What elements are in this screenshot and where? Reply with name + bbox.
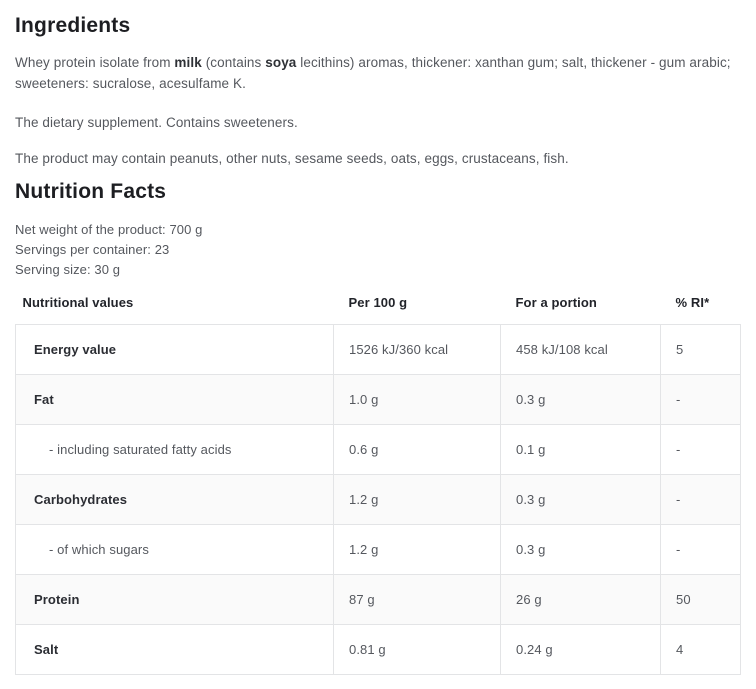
per-100g-value: 0.6 g xyxy=(333,423,501,475)
table-row-protein: Protein 87 g 26 g 50 xyxy=(15,573,741,625)
portion-value: 0.3 g xyxy=(500,373,661,425)
table-header-row: Nutritional values Per 100 g For a porti… xyxy=(16,288,741,324)
ri-value: - xyxy=(660,423,741,475)
column-header-per-100g: Per 100 g xyxy=(348,295,408,311)
nutrient-sublabel: - including saturated fatty acids xyxy=(15,423,334,475)
portion-value: 26 g xyxy=(500,573,661,625)
per-100g-value: 1.2 g xyxy=(333,473,501,525)
ri-value: - xyxy=(660,523,741,575)
portion-value: 0.1 g xyxy=(500,423,661,475)
portion-value: 458 kJ/108 kcal xyxy=(500,323,661,375)
table-row-fat: Fat 1.0 g 0.3 g - xyxy=(15,373,741,425)
servings-per-container-line: Servings per container: 23 xyxy=(15,242,170,257)
column-header-nutritional-values: Nutritional values xyxy=(22,295,134,311)
nutrition-facts-heading: Nutrition Facts xyxy=(15,180,167,203)
portion-value: 0.3 g xyxy=(500,523,661,575)
column-header-percent-ri: % RI* xyxy=(675,295,710,311)
ri-value: 4 xyxy=(660,623,741,675)
nutrient-sublabel: - of which sugars xyxy=(15,523,334,575)
allergen-note: The product may contain peanuts, other n… xyxy=(15,151,569,166)
column-header-for-a-portion: For a portion xyxy=(515,295,597,311)
table-row-carbohydrates: Carbohydrates 1.2 g 0.3 g - xyxy=(15,473,741,525)
serving-info: Net weight of the product: 700 g Serving… xyxy=(15,220,741,280)
nutrient-label: Salt xyxy=(15,623,334,675)
per-100g-value: 0.81 g xyxy=(333,623,501,675)
table-row-sugars: - of which sugars 1.2 g 0.3 g - xyxy=(15,523,741,575)
ingredients-text-part: Whey protein isolate from xyxy=(15,55,175,70)
portion-value: 0.3 g xyxy=(500,473,661,525)
allergen-milk: milk xyxy=(174,55,202,70)
ri-value: 5 xyxy=(660,323,741,375)
ri-value: 50 xyxy=(660,573,741,625)
nutrient-label: Protein xyxy=(15,573,334,625)
nutrient-label: Fat xyxy=(15,373,334,425)
ingredients-description: Whey protein isolate from milk (contains… xyxy=(15,52,741,94)
per-100g-value: 87 g xyxy=(333,573,501,625)
nutrition-table: Nutritional values Per 100 g For a porti… xyxy=(15,288,741,675)
per-100g-value: 1526 kJ/360 kcal xyxy=(333,323,501,375)
product-details-section: Ingredients Whey protein isolate from mi… xyxy=(15,13,741,675)
per-100g-value: 1.2 g xyxy=(333,523,501,575)
ri-value: - xyxy=(660,473,741,525)
table-row-energy: Energy value 1526 kJ/360 kcal 458 kJ/108… xyxy=(15,323,741,375)
portion-value: 0.24 g xyxy=(500,623,661,675)
serving-size-line: Serving size: 30 g xyxy=(15,262,121,277)
nutrient-label: Carbohydrates xyxy=(15,473,334,525)
ri-value: - xyxy=(660,373,741,425)
ingredients-text-part: lecithins) aromas, thickener: xanthan gu… xyxy=(15,55,731,91)
nutrient-label: Energy value xyxy=(15,323,334,375)
net-weight-line: Net weight of the product: 700 g xyxy=(15,222,203,237)
ingredients-text-part: (contains xyxy=(201,55,266,70)
table-row-saturated-fat: - including saturated fatty acids 0.6 g … xyxy=(15,423,741,475)
allergen-soya: soya xyxy=(265,55,297,70)
table-row-salt: Salt 0.81 g 0.24 g 4 xyxy=(15,623,741,675)
ingredients-heading: Ingredients xyxy=(15,14,131,37)
supplement-note: The dietary supplement. Contains sweeten… xyxy=(15,115,298,130)
per-100g-value: 1.0 g xyxy=(333,373,501,425)
